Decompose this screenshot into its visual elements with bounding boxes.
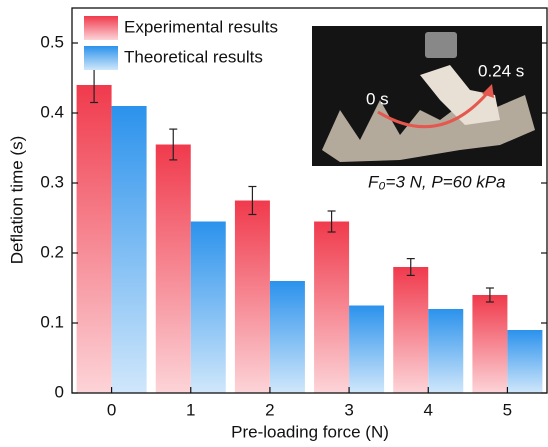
y-tick-label: 0.4 [40, 102, 64, 121]
bar [269, 281, 305, 393]
error-bar [169, 128, 178, 161]
y-tick-label: 0 [55, 382, 64, 401]
y-tick-label: 0.5 [40, 32, 64, 51]
y-tick-label: 0.3 [40, 172, 64, 191]
y-axis-label: Deflation time (s) [7, 136, 26, 264]
bar [428, 309, 464, 393]
error-bar [248, 185, 257, 216]
bar [472, 295, 508, 393]
legend-swatch [84, 46, 118, 70]
x-tick-label: 5 [503, 400, 512, 419]
bar [393, 267, 429, 393]
x-tick-label: 4 [424, 400, 433, 419]
error-bar [406, 258, 415, 276]
legend-swatch [84, 16, 118, 40]
x-tick-label: 0 [107, 400, 116, 419]
error-bar [485, 287, 494, 303]
inset-caption: F₀=3 N, P=60 kPa [368, 172, 506, 191]
bar [349, 305, 385, 393]
inset-end-label: 0.24 s [478, 61, 524, 80]
inset-start-label: 0 s [366, 89, 389, 108]
inset-photo: 0 s 0.24 s [312, 26, 542, 166]
bar [111, 106, 147, 393]
x-axis-label: Pre-loading force (N) [231, 422, 389, 441]
bar [234, 200, 270, 393]
bar [507, 330, 543, 393]
inset-arrowhead [482, 84, 494, 98]
y-tick-label: 0.1 [40, 312, 64, 331]
bar [155, 144, 191, 393]
plot-frame [71, 7, 548, 394]
inset-arrow [377, 89, 492, 129]
x-tick-label: 3 [344, 400, 353, 419]
y-tick-label: 0.2 [40, 242, 64, 261]
bar [190, 221, 226, 393]
bar [76, 85, 112, 393]
bar [314, 221, 350, 393]
x-tick-label: 1 [186, 400, 195, 419]
error-bar [327, 210, 336, 233]
legend-label: Experimental results [124, 17, 278, 36]
inset-clamp [425, 32, 457, 58]
legend-label: Theoretical results [124, 47, 263, 66]
x-tick-label: 2 [265, 400, 274, 419]
inset-robot-arm [420, 65, 500, 125]
